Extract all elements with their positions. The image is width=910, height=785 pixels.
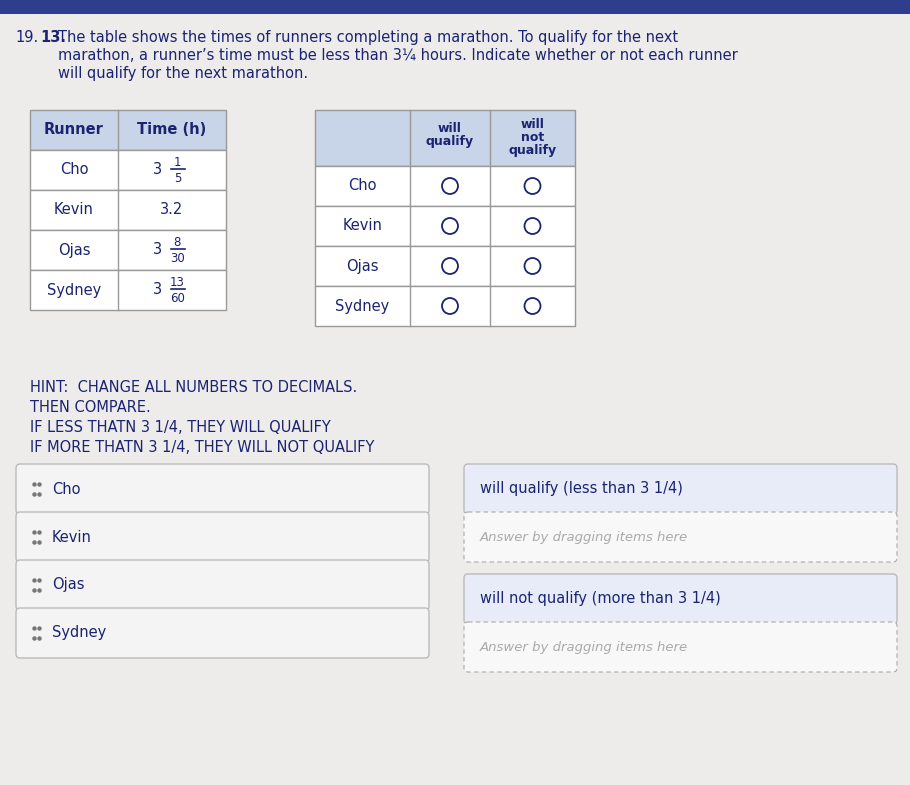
Text: Cho: Cho: [52, 481, 80, 496]
FancyBboxPatch shape: [16, 608, 429, 658]
Text: will: will: [521, 118, 544, 131]
FancyBboxPatch shape: [30, 190, 226, 230]
FancyBboxPatch shape: [0, 0, 910, 14]
Text: Sydney: Sydney: [336, 298, 389, 313]
Text: 3: 3: [154, 283, 163, 298]
FancyBboxPatch shape: [464, 464, 897, 514]
Text: 3.2: 3.2: [160, 203, 184, 217]
FancyBboxPatch shape: [315, 286, 575, 326]
FancyBboxPatch shape: [315, 110, 575, 166]
Text: Kevin: Kevin: [52, 530, 92, 545]
Text: Ojas: Ojas: [57, 243, 90, 257]
Text: Sydney: Sydney: [52, 626, 106, 641]
Text: 30: 30: [171, 253, 186, 265]
Text: Kevin: Kevin: [54, 203, 94, 217]
Text: 13: 13: [169, 276, 185, 289]
Text: Ojas: Ojas: [346, 258, 379, 273]
Text: Kevin: Kevin: [342, 218, 382, 233]
FancyBboxPatch shape: [16, 560, 429, 610]
Text: 3: 3: [154, 162, 163, 177]
FancyBboxPatch shape: [315, 166, 575, 206]
FancyBboxPatch shape: [30, 270, 226, 310]
Text: Answer by dragging items here: Answer by dragging items here: [480, 641, 688, 653]
Text: marathon, a runner’s time must be less than 3¼ hours. Indicate whether or not ea: marathon, a runner’s time must be less t…: [58, 48, 738, 63]
Text: Time (h): Time (h): [137, 122, 207, 137]
FancyBboxPatch shape: [30, 110, 226, 150]
Text: 13.: 13.: [40, 30, 66, 45]
Text: 8: 8: [173, 236, 181, 249]
FancyBboxPatch shape: [315, 206, 575, 246]
Text: Cho: Cho: [60, 162, 88, 177]
Text: 5: 5: [175, 173, 182, 185]
Text: 60: 60: [170, 293, 186, 305]
Text: will qualify (less than 3 1/4): will qualify (less than 3 1/4): [480, 481, 682, 496]
Text: 3: 3: [154, 243, 163, 257]
FancyBboxPatch shape: [16, 512, 429, 562]
Text: will: will: [438, 122, 462, 135]
Text: IF LESS THATN 3 1/4, THEY WILL QUALIFY: IF LESS THATN 3 1/4, THEY WILL QUALIFY: [30, 420, 330, 435]
FancyBboxPatch shape: [16, 464, 429, 514]
Text: Sydney: Sydney: [47, 283, 101, 298]
Text: 19.: 19.: [15, 30, 38, 45]
Text: will qualify for the next marathon.: will qualify for the next marathon.: [58, 66, 308, 81]
FancyBboxPatch shape: [30, 230, 226, 270]
Text: Ojas: Ojas: [52, 578, 85, 593]
Text: HINT:  CHANGE ALL NUMBERS TO DECIMALS.: HINT: CHANGE ALL NUMBERS TO DECIMALS.: [30, 380, 358, 395]
Text: qualify: qualify: [509, 144, 557, 157]
FancyBboxPatch shape: [464, 574, 897, 624]
Text: Answer by dragging items here: Answer by dragging items here: [480, 531, 688, 543]
Text: THEN COMPARE.: THEN COMPARE.: [30, 400, 151, 415]
Text: will not qualify (more than 3 1/4): will not qualify (more than 3 1/4): [480, 592, 721, 607]
Text: qualify: qualify: [426, 135, 474, 148]
Text: Cho: Cho: [349, 178, 377, 193]
FancyBboxPatch shape: [30, 150, 226, 190]
Text: The table shows the times of runners completing a marathon. To qualify for the n: The table shows the times of runners com…: [58, 30, 678, 45]
Text: 1: 1: [173, 155, 181, 169]
FancyBboxPatch shape: [315, 246, 575, 286]
Text: Runner: Runner: [44, 122, 104, 137]
Text: not: not: [521, 131, 544, 144]
FancyBboxPatch shape: [464, 512, 897, 562]
Text: IF MORE THATN 3 1/4, THEY WILL NOT QUALIFY: IF MORE THATN 3 1/4, THEY WILL NOT QUALI…: [30, 440, 374, 455]
FancyBboxPatch shape: [464, 622, 897, 672]
